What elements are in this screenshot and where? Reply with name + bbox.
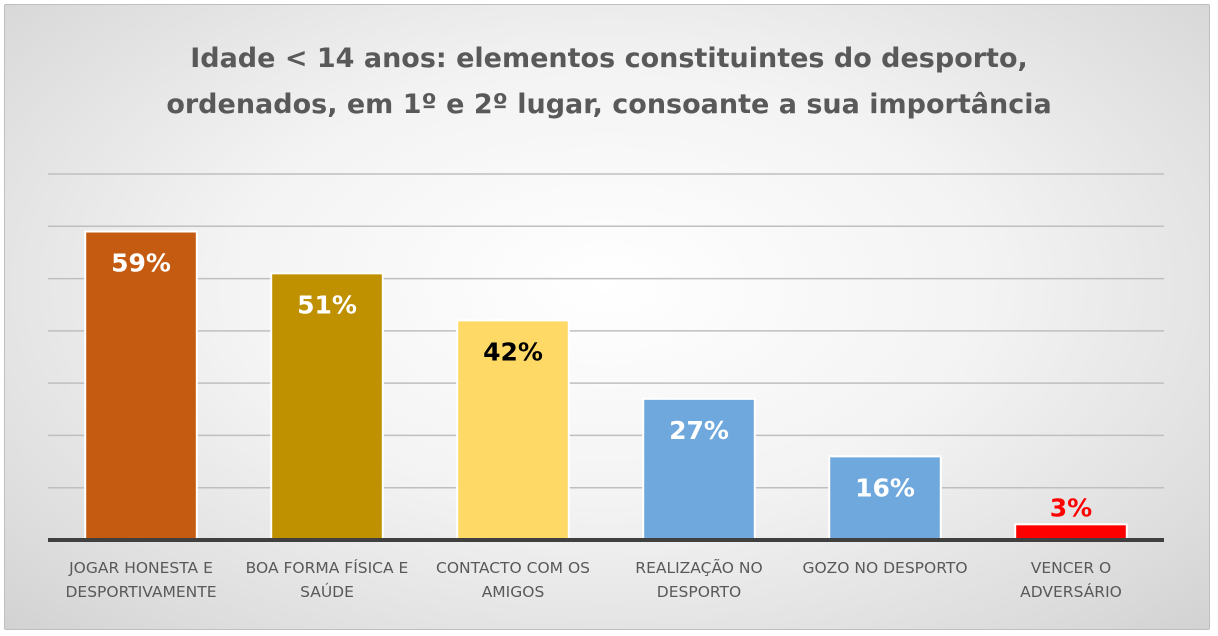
category-label-1-line-1: JOGAR HONESTA E — [68, 559, 213, 577]
data-label-5: 16% — [855, 473, 915, 502]
chart-title: Idade < 14 anos: elementos constituintes… — [0, 36, 1218, 128]
bar-3 — [456, 319, 570, 541]
category-label-6-line-2: ADVERSÁRIO — [1020, 582, 1122, 601]
category-label-6-line-1: VENCER O — [1031, 559, 1112, 577]
data-label-3: 42% — [483, 337, 543, 366]
data-label-4: 27% — [669, 416, 729, 445]
chart-title-line-2: ordenados, em 1º e 2º lugar, consoante a… — [166, 89, 1052, 120]
chart-title-line-1: Idade < 14 anos: elementos constituintes… — [190, 43, 1028, 74]
category-label-3-line-1: CONTACTO COM OS — [436, 559, 590, 577]
bar-6 — [1014, 523, 1128, 541]
bar-5 — [828, 455, 942, 542]
category-label-2-line-1: BOA FORMA FÍSICA E — [246, 558, 409, 577]
bar-1 — [84, 230, 198, 541]
category-label-4-line-1: REALIZAÇÃO NO — [635, 558, 762, 577]
data-label-6: 3% — [1050, 493, 1092, 522]
category-label-1-line-2: DESPORTIVAMENTE — [65, 583, 216, 601]
category-label-4-line-2: DESPORTO — [657, 583, 741, 601]
category-label-3-line-2: AMIGOS — [482, 583, 545, 601]
category-label-5-line-1: GOZO NO DESPORTO — [802, 559, 967, 577]
chart-area — [4, 4, 1210, 630]
category-label-2-line-2: SAÚDE — [300, 582, 354, 601]
data-label-1: 59% — [111, 249, 171, 278]
data-label-2: 51% — [297, 290, 357, 319]
bar-2 — [270, 272, 384, 541]
